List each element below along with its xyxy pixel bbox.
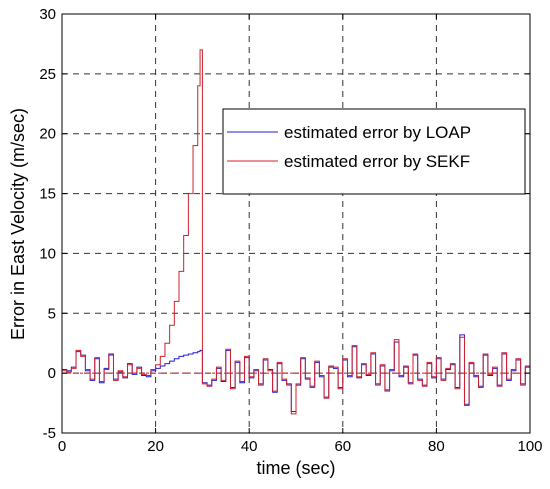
- x-tick-label: 20: [147, 438, 164, 455]
- series-line-1: [62, 49, 531, 415]
- legend-box: [222, 108, 526, 195]
- series-layer: [62, 49, 531, 415]
- y-tick-label: 10: [39, 245, 56, 262]
- x-tick-label: 100: [517, 438, 542, 455]
- y-tick-label: 5: [48, 305, 56, 322]
- x-tick-label: 80: [428, 438, 445, 455]
- legend: estimated error by LOAP estimated error …: [222, 108, 526, 195]
- y-tick-label: 25: [39, 66, 56, 83]
- legend-label-loap: estimated error by LOAP: [284, 123, 471, 142]
- x-axis-label: time (sec): [256, 458, 335, 478]
- y-tick-label: 0: [48, 365, 56, 382]
- x-tick-label: 40: [241, 438, 258, 455]
- y-tick-label: 30: [39, 6, 56, 23]
- x-tick-label: 60: [334, 438, 351, 455]
- y-tick-label: -5: [43, 425, 56, 442]
- y-tick-label: 20: [39, 126, 56, 143]
- plot-frame: [61, 13, 531, 434]
- y-tick-label: 15: [39, 186, 56, 203]
- y-axis-label: Error in East Velocity (m/sec): [8, 108, 28, 340]
- legend-label-sekf: estimated error by SEKF: [284, 152, 470, 171]
- x-tick-label: 0: [58, 438, 66, 455]
